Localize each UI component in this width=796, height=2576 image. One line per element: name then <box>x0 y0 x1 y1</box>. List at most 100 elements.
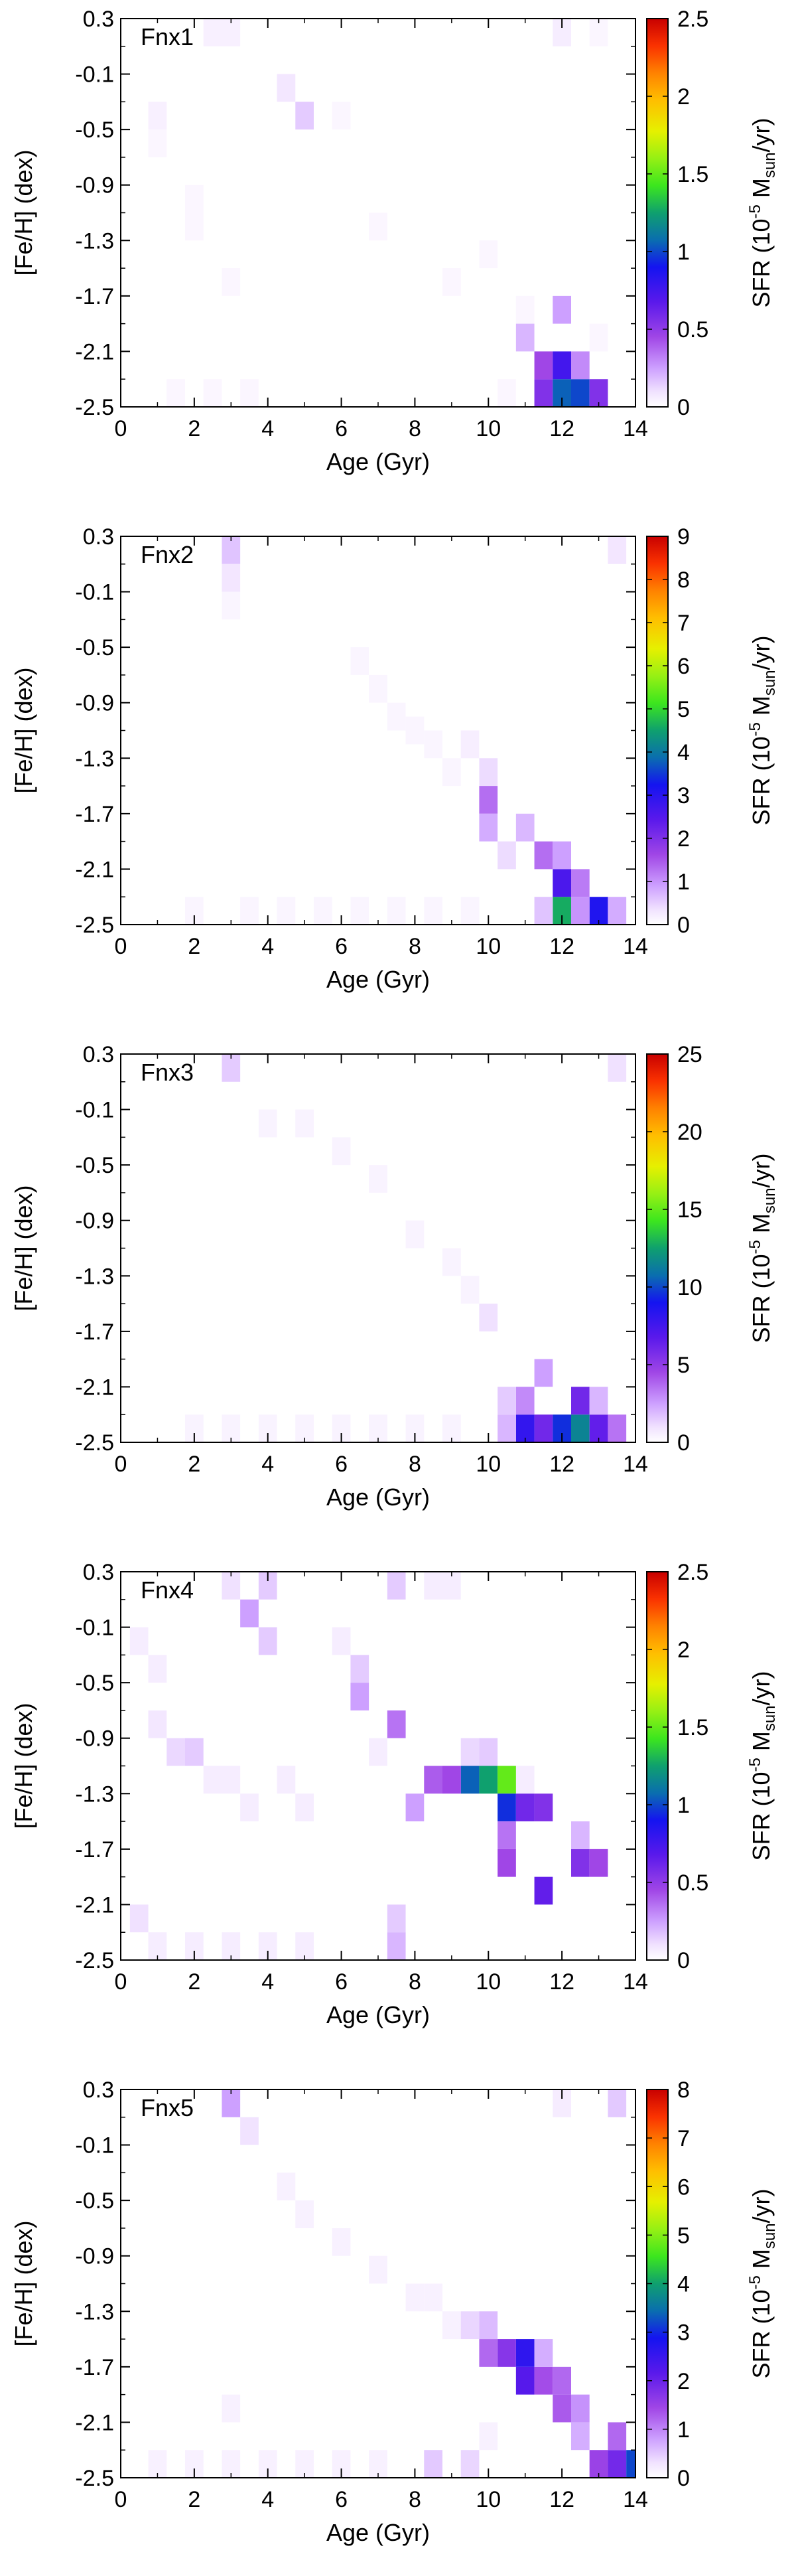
heatmap-cell <box>222 564 241 592</box>
x-tick-label: 0 <box>115 416 127 441</box>
heatmap-cell <box>515 323 535 352</box>
heatmap-cell-faint <box>405 716 425 745</box>
x-tick-label: 6 <box>335 1452 348 1477</box>
colorbar-tick-label: 0.5 <box>677 317 708 342</box>
heatmap-cell <box>589 1387 608 1415</box>
heatmap-cell-faint <box>222 591 241 620</box>
x-tick-label: 12 <box>549 934 574 959</box>
heatmap-cell <box>608 897 627 925</box>
heatmap-cell <box>608 2089 627 2117</box>
heatmap-cell <box>498 841 516 870</box>
x-tick-label: 10 <box>476 934 501 959</box>
heatmap-cell <box>534 1876 553 1905</box>
colorbar-tick-label: 0 <box>677 395 690 420</box>
y-tick-label: -1.3 <box>75 2299 114 2324</box>
x-tick-label: 6 <box>335 2487 348 2512</box>
heatmap-cell-faint <box>442 758 461 787</box>
y-tick-label: -0.5 <box>75 1153 114 1178</box>
colorbar-label: SFR (10-5 Msun/yr) <box>746 1153 779 1343</box>
x-tick-label: 14 <box>623 2487 648 2512</box>
y-tick-label: -2.1 <box>75 1375 114 1400</box>
heatmap-cell <box>479 758 498 787</box>
heatmap-cell-faint <box>240 379 259 407</box>
y-tick-label: -1.7 <box>75 2355 114 2380</box>
panel-3: 0 2 4 6 8 10 12 14 -2.5 -2.1 -1.7 -1.3 -0.9 -0.5 -0.1 0… <box>10 1042 779 1511</box>
y-tick-label: -2.5 <box>75 1948 114 1973</box>
y-tick-label: -0.5 <box>75 117 114 143</box>
heatmap-cell-faint <box>295 2200 314 2228</box>
heatmap-cell <box>387 1932 406 1960</box>
heatmap-cell-faint <box>442 268 461 296</box>
y-tick-label: -1.7 <box>75 802 114 827</box>
heatmap-cell <box>460 2311 480 2340</box>
y-tick-label: -0.1 <box>75 1098 114 1123</box>
heatmap-cell-faint <box>314 897 332 925</box>
colorbar-label: SFR (10-5 Msun/yr) <box>746 635 779 825</box>
heatmap-cell <box>498 1821 516 1849</box>
colorbar-tick-label: 0.5 <box>677 1870 708 1896</box>
heatmap-cell <box>553 2394 571 2423</box>
heatmap-cell-faint <box>589 323 608 352</box>
x-tick-label: 2 <box>188 934 200 959</box>
y-tick-label: -2.1 <box>75 857 114 882</box>
heatmap-cell-faint <box>442 2311 461 2340</box>
heatmap-cell <box>479 2311 498 2340</box>
heatmap-cell <box>498 1414 516 1442</box>
heatmap-cell-faint <box>129 1627 149 1655</box>
x-axis-label: Age (Gyr) <box>326 966 430 993</box>
heatmap-cell-faint <box>222 1766 241 1794</box>
y-tick-label: -2.1 <box>75 1892 114 1918</box>
heatmap-cell <box>460 1766 480 1794</box>
y-tick-label: 0.3 <box>83 1560 114 1585</box>
y-tick-label: -1.3 <box>75 228 114 254</box>
x-tick-label: 10 <box>476 1969 501 1995</box>
heatmap-cell <box>350 1683 369 1710</box>
x-tick-label: 12 <box>549 2487 574 2512</box>
heatmap-cell <box>166 1738 185 1766</box>
heatmap-cell <box>442 1766 461 1794</box>
y-axis-label: [Fe/H] (dex) <box>10 2220 37 2346</box>
heatmap-cell-faint <box>350 647 369 675</box>
heatmap-cell <box>571 1387 590 1415</box>
heatmap-cell <box>515 1793 535 1822</box>
colorbar-tick-label: 7 <box>677 611 690 636</box>
heatmap-cell <box>203 19 222 46</box>
x-tick-label: 0 <box>115 1452 127 1477</box>
x-tick-label: 4 <box>261 1969 274 1995</box>
heatmap-cell <box>571 1821 590 1849</box>
colorbar-tick-label: 0 <box>677 1948 690 1973</box>
y-tick-label: -2.5 <box>75 913 114 938</box>
heatmap-cell <box>608 1054 627 1082</box>
heatmap-cell <box>129 1904 149 1933</box>
colorbar <box>646 1053 669 1443</box>
y-tick-label: -2.5 <box>75 1430 114 1456</box>
heatmap-cell-faint <box>277 1766 296 1794</box>
x-tick-label: 12 <box>549 1452 574 1477</box>
heatmap-cell-faint <box>295 1109 314 1138</box>
heatmap-cell <box>534 2366 553 2395</box>
colorbar-tick-label: 2.5 <box>677 7 708 32</box>
panel-2: 0 2 4 6 8 10 12 14-2.5-2.1-1.7-1.3-0.9-0.5-0.10… <box>10 524 779 993</box>
heatmap-cell-faint <box>148 1655 167 1683</box>
colorbar-tick-label: 1.5 <box>677 162 708 187</box>
heatmap-cell <box>479 786 498 814</box>
heatmap-cell <box>589 1849 608 1877</box>
x-tick-label: 14 <box>623 1969 648 1995</box>
heatmap-cell-faint <box>460 897 480 925</box>
heatmap-cell <box>608 1414 627 1442</box>
heatmap-cell <box>534 379 553 407</box>
heatmap-cell <box>571 897 590 925</box>
heatmap-cell <box>424 1766 442 1794</box>
heatmap-cell-faint <box>332 1137 351 1166</box>
x-axis-label: Age (Gyr) <box>326 2001 430 2028</box>
y-tick-label: 0.3 <box>83 2078 114 2103</box>
y-tick-label: 0.3 <box>83 7 114 32</box>
heatmap-cell <box>387 1710 406 1738</box>
panel-label: Fnx2 <box>141 541 194 568</box>
x-tick-label: 8 <box>409 416 421 441</box>
heatmap-cell-faint <box>515 1766 535 1794</box>
y-tick-label: -0.1 <box>75 2133 114 2159</box>
heatmap-cell-faint <box>479 2422 498 2451</box>
colorbar-tick-label: 3 <box>677 2320 690 2346</box>
colorbar-tick-label: 2 <box>677 84 690 110</box>
